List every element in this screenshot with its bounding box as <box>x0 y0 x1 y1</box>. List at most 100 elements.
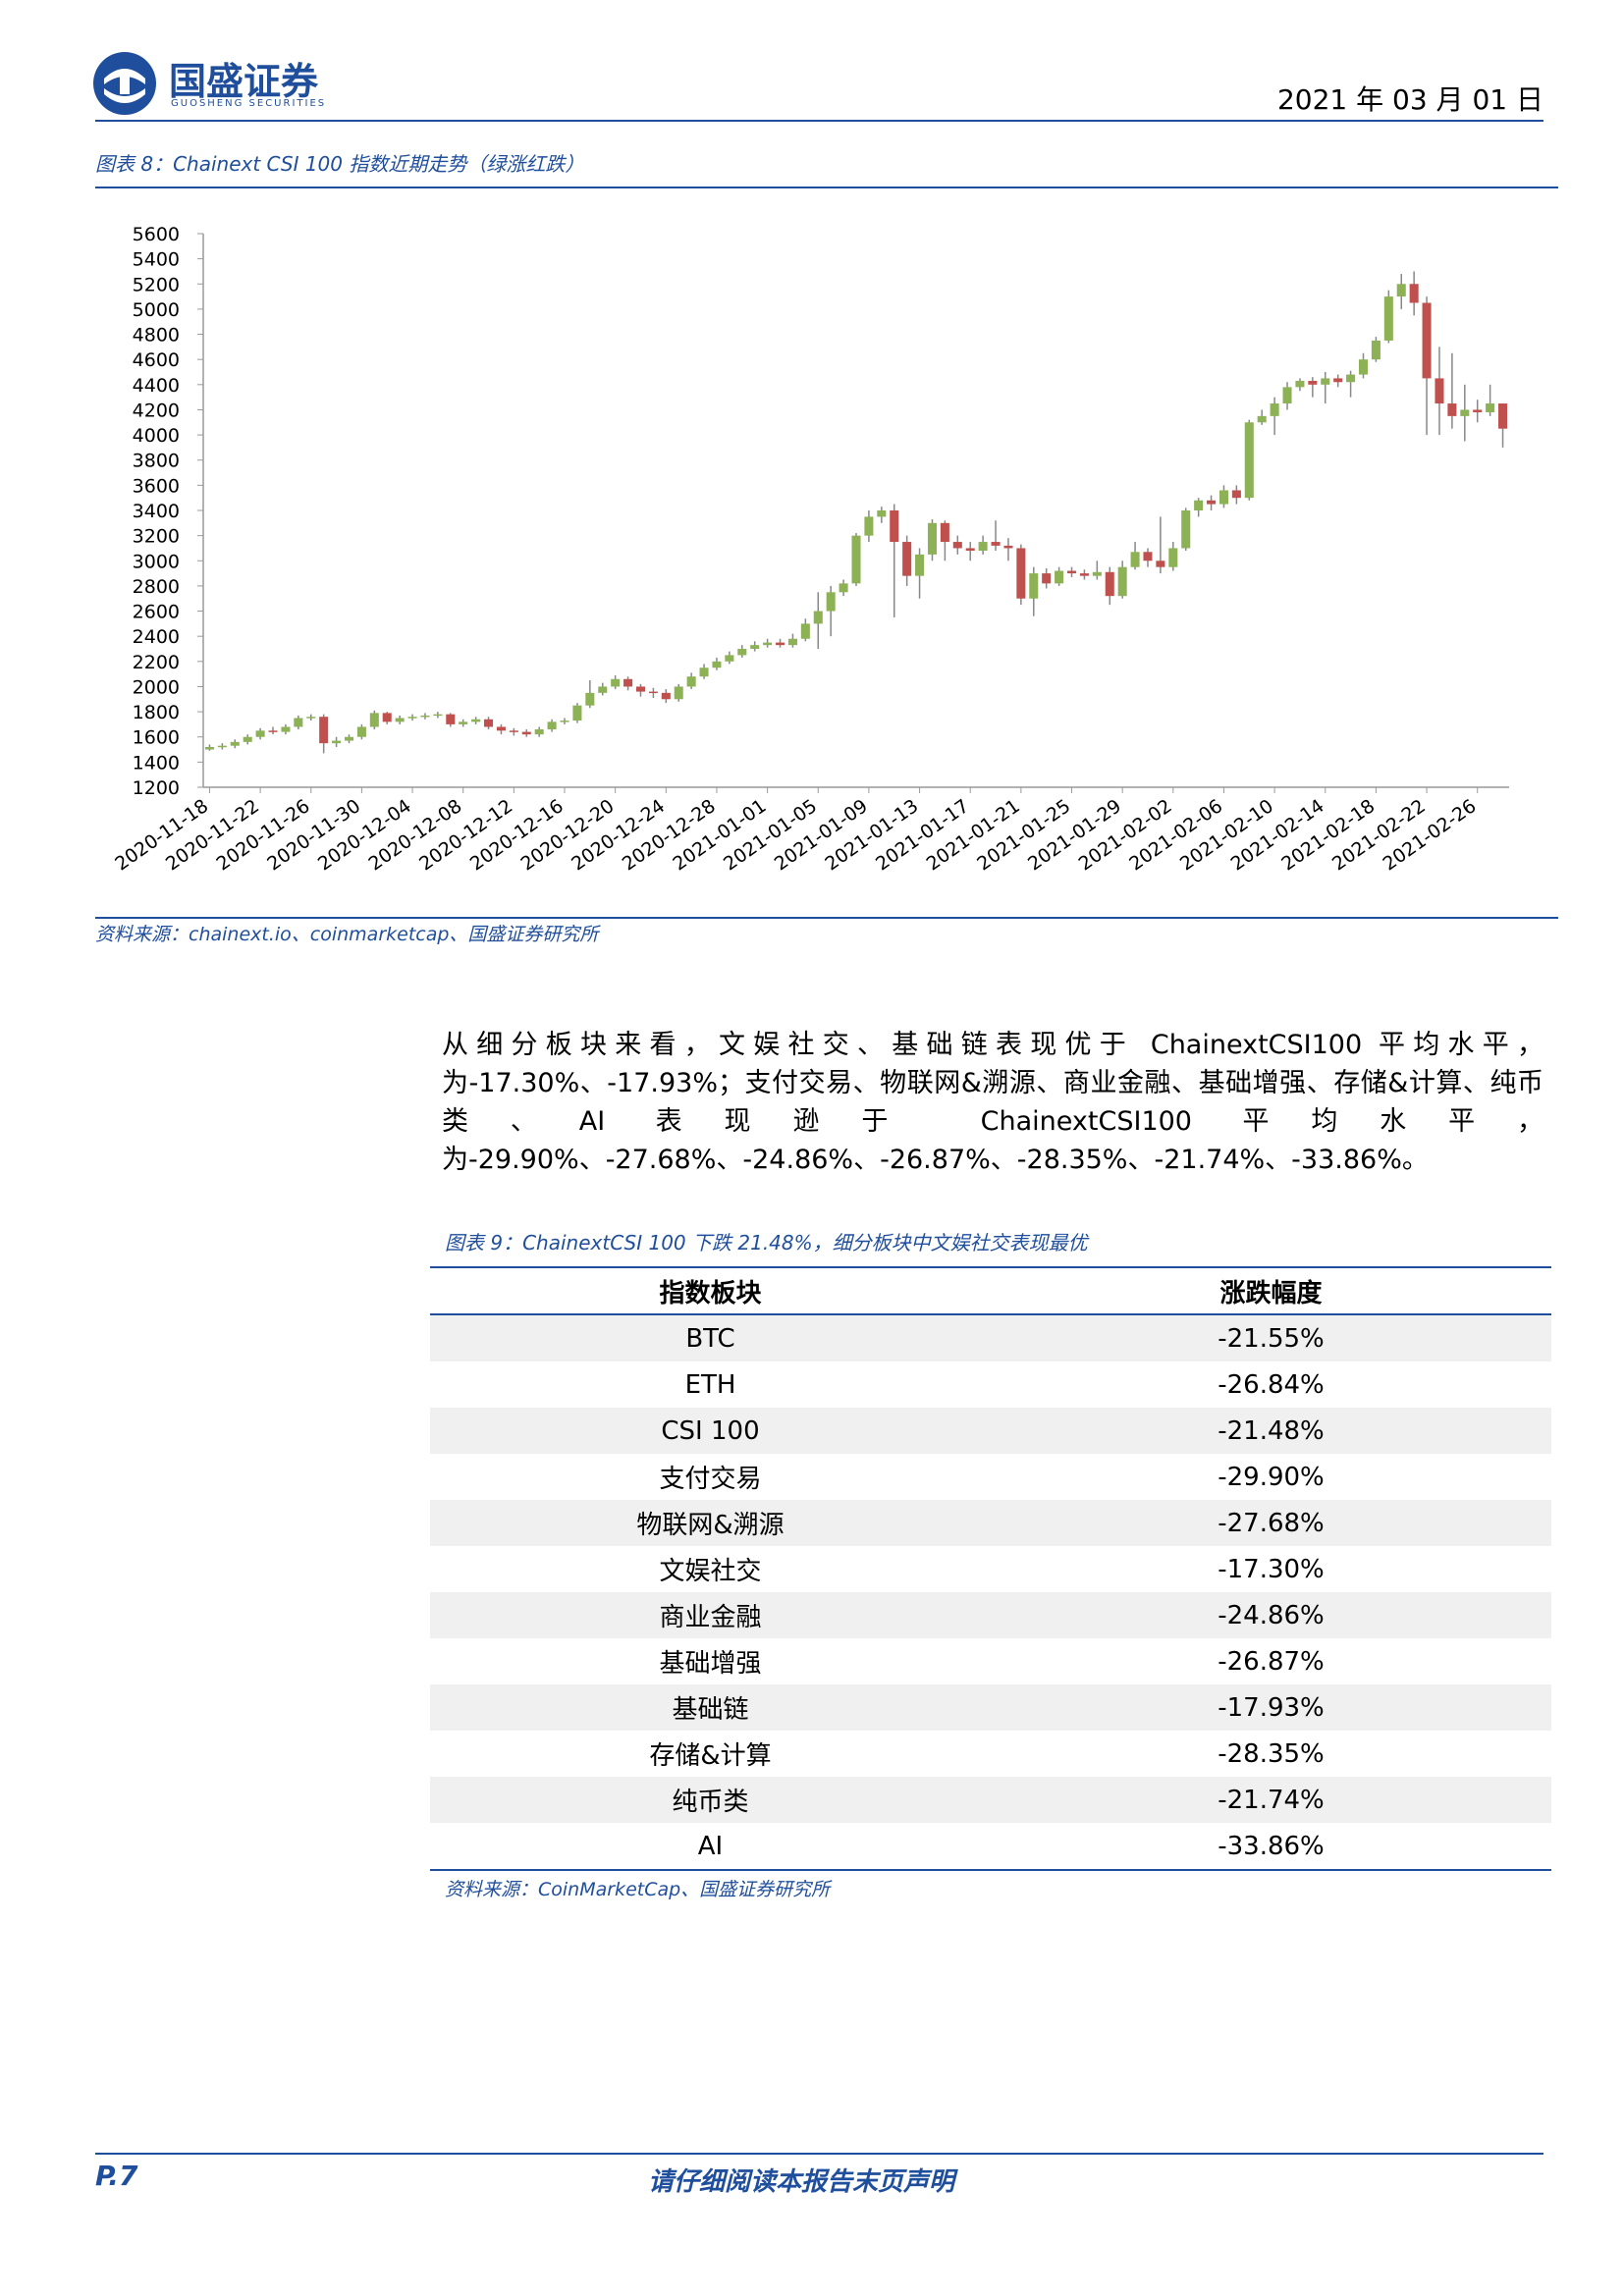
candle-body <box>382 713 392 722</box>
candle-body <box>890 510 899 543</box>
table-cell: -21.48% <box>991 1408 1551 1454</box>
candle-body <box>623 678 633 687</box>
table-cell: -17.30% <box>1218 1554 1325 1584</box>
candle-body <box>1383 296 1393 341</box>
data-table: 指数板块 涨跌幅度 BTC -21.55% ETH -26.84% CSI 100 -21… <box>430 1266 1551 1871</box>
report-date: 2021 年 03 月 01 日 <box>1276 83 1543 116</box>
candle-body <box>1218 490 1228 505</box>
candle-body <box>572 705 582 721</box>
candle-body <box>204 746 214 750</box>
candle-body <box>737 649 747 656</box>
table-cell: AI <box>430 1823 991 1871</box>
candle-body <box>851 535 861 584</box>
table-row: BTC -21.55% <box>430 1314 1551 1362</box>
candle-body <box>826 592 836 612</box>
table-cell: 纯币类 <box>430 1777 991 1823</box>
table-cell: 基础链 <box>430 1684 991 1731</box>
page-number: P.7 <box>95 2160 138 2192</box>
candle-body <box>407 717 417 719</box>
candle-body <box>1003 545 1013 549</box>
candle-body <box>813 611 823 624</box>
candle-body <box>1498 403 1508 429</box>
y-tick-label: 5400 <box>133 249 180 271</box>
table-cell: 商业金融 <box>430 1592 991 1638</box>
candle-body <box>560 721 569 722</box>
candle-body <box>1105 571 1114 597</box>
candle-body <box>1295 380 1305 388</box>
table-header: 指数板块 <box>430 1266 991 1315</box>
candle-body <box>217 745 227 748</box>
table-cell: -26.84% <box>1218 1369 1325 1400</box>
candle-body <box>1130 552 1140 567</box>
candle-body <box>915 554 925 576</box>
y-tick-label: 1800 <box>133 702 180 723</box>
candle-body <box>1257 415 1267 423</box>
logo-icon <box>93 52 156 115</box>
table-cell: -27.68% <box>991 1500 1551 1546</box>
candle-body <box>763 642 773 646</box>
candle-body <box>356 726 366 737</box>
candle-body <box>1092 571 1102 576</box>
table-row: 文娱社交 -17.30% <box>430 1546 1551 1592</box>
company-name-en: GUOSHENG SECURITIES <box>171 98 327 109</box>
candle-body <box>1409 284 1419 303</box>
table-row: 物联网&溯源 -27.68% <box>430 1500 1551 1546</box>
table-cell: -17.93% <box>991 1684 1551 1731</box>
table-cell: -24.86% <box>991 1592 1551 1638</box>
candle-body <box>281 726 291 732</box>
y-tick-label: 4600 <box>133 349 180 371</box>
candle-body <box>1117 566 1127 597</box>
y-tick-label: 3400 <box>133 501 180 522</box>
candle-body <box>420 715 430 718</box>
table-cell: -28.35% <box>1218 1738 1325 1769</box>
y-tick-label: 4400 <box>133 375 180 397</box>
y-tick-label: 4200 <box>133 400 180 421</box>
candle-body <box>1486 403 1495 413</box>
candle-body <box>496 726 506 731</box>
table-row: CSI 100 -21.48% <box>430 1408 1551 1454</box>
body-paragraph: 从细分板块来看，文娱社交、基础链表现优于 ChainextCSI100 平均水平… <box>442 1030 1543 1175</box>
candle-body <box>877 510 887 517</box>
candle-body <box>800 623 810 639</box>
table-cell: 支付交易 <box>659 1465 762 1494</box>
candle-body <box>1168 548 1178 567</box>
y-tick-label: 5200 <box>133 274 180 295</box>
table-row: 基础增强 -26.87% <box>430 1638 1551 1684</box>
candle-body <box>1346 374 1356 383</box>
y-tick-label: 2600 <box>133 602 180 623</box>
candle-body <box>243 736 252 742</box>
y-tick-label: 3200 <box>133 526 180 548</box>
candle-body <box>991 542 1001 546</box>
table-row: 存储&计算 -28.35% <box>430 1731 1551 1777</box>
candle-body <box>611 678 621 687</box>
candle-body <box>1473 409 1483 413</box>
table-cell: -29.90% <box>1218 1462 1325 1492</box>
candle-body <box>521 731 531 735</box>
y-tick-label: 2200 <box>133 652 180 673</box>
candle-body <box>1435 378 1444 404</box>
candle-body <box>1207 500 1217 505</box>
candle-body <box>940 522 949 543</box>
y-tick-label: 3000 <box>133 551 180 572</box>
table-row: 纯币类 -21.74% <box>430 1777 1551 1823</box>
table-cell: 文娱社交 <box>659 1557 762 1586</box>
table-cell: BTC <box>430 1314 991 1362</box>
candle-body <box>1422 302 1432 379</box>
candle-body <box>725 655 734 662</box>
y-tick-label: 2400 <box>133 626 180 648</box>
candle-body <box>1333 378 1343 383</box>
figure-source: 资料来源：chainext.io、coinmarketcap、国盛证券研究所 <box>95 924 599 945</box>
caption-rule <box>95 187 1558 188</box>
table-cell: 存储&计算 <box>649 1741 772 1771</box>
y-tick-label: 3800 <box>133 451 180 472</box>
y-tick-label: 1600 <box>133 727 180 749</box>
y-tick-label: 4000 <box>133 425 180 447</box>
candle-body <box>319 717 329 744</box>
candle-body <box>230 741 240 746</box>
table-cell: CSI 100 <box>430 1408 991 1454</box>
candle-body <box>965 548 975 552</box>
table-row: 支付交易 -29.90% <box>430 1454 1551 1500</box>
candle-body <box>712 661 722 668</box>
candle-body <box>459 721 468 724</box>
table-caption: 图表 9：ChainextCSI 100 下跌 21.48%，细分板块中文娱社交… <box>445 1231 1088 1255</box>
